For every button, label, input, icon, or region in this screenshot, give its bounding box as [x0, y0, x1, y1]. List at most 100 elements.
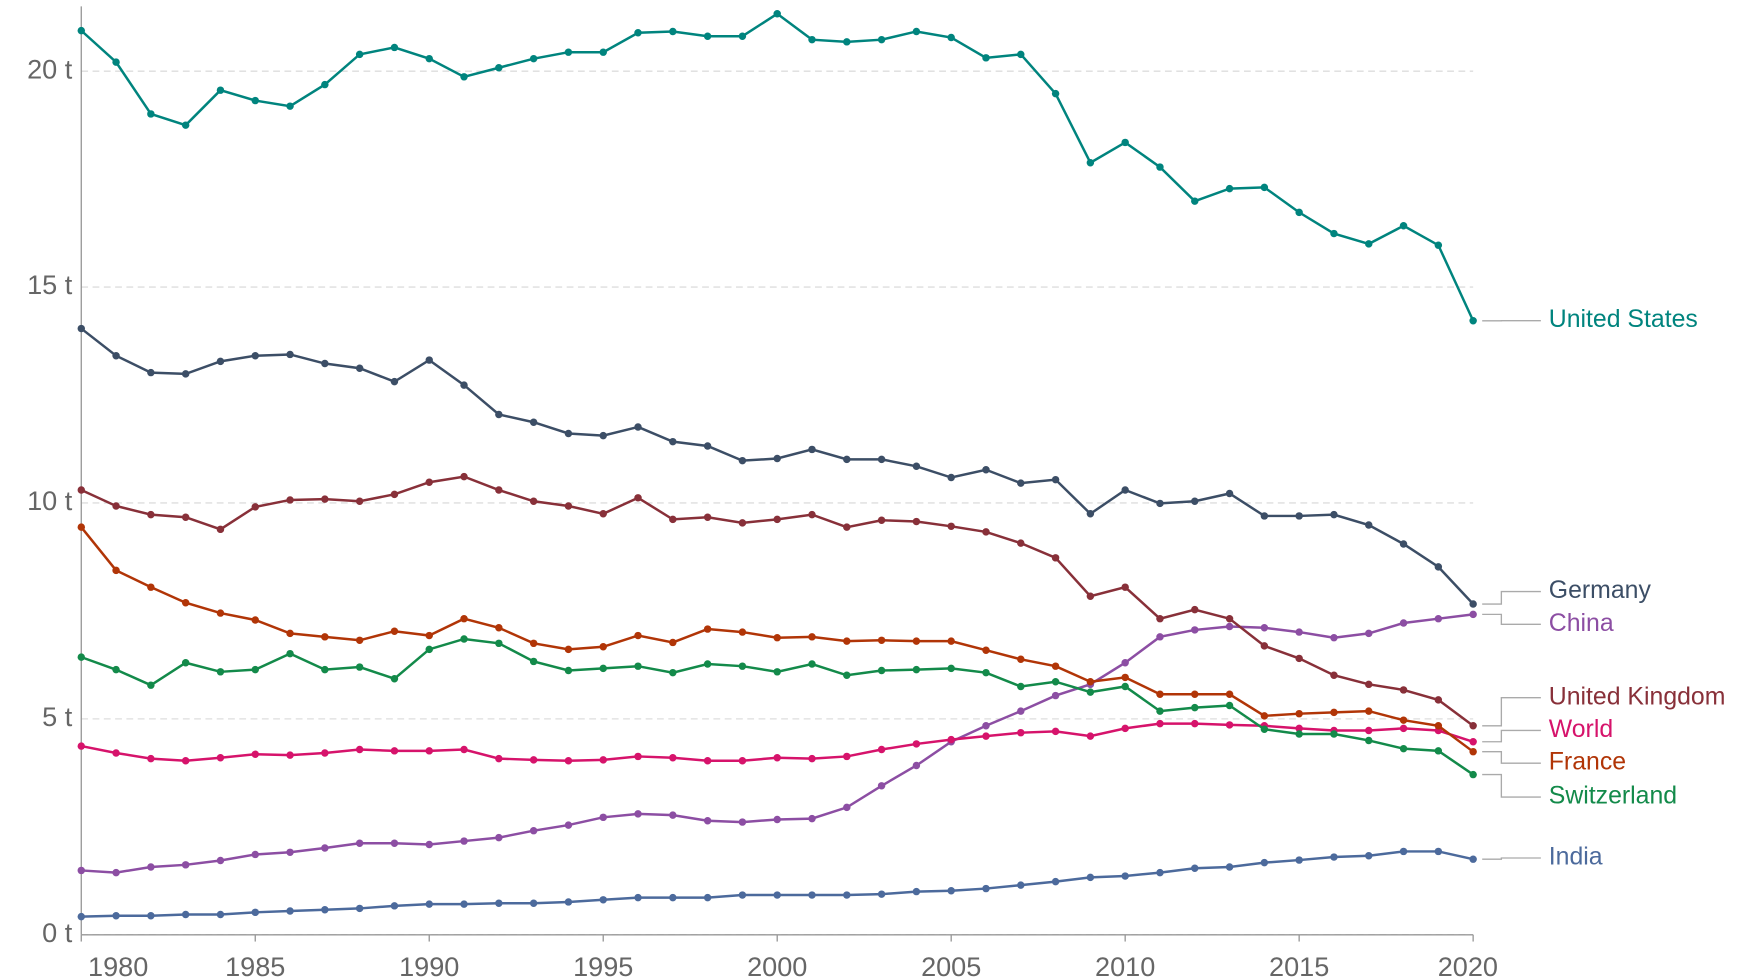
data-point [355, 497, 364, 505]
data-point [1086, 688, 1095, 696]
data-point [1469, 600, 1477, 608]
data-point [77, 653, 86, 661]
data-point [564, 898, 573, 906]
data-point [1051, 691, 1060, 700]
data-point [112, 502, 120, 510]
data-point [843, 523, 851, 531]
data-point [147, 110, 155, 118]
data-point [1225, 614, 1234, 623]
data-point [599, 896, 607, 904]
data-point [495, 486, 503, 494]
data-point [1191, 719, 1199, 728]
data-point [912, 740, 921, 748]
data-point [460, 614, 468, 623]
data-point [634, 494, 642, 502]
data-point [1225, 690, 1234, 698]
data-point [147, 583, 155, 591]
data-point [1260, 642, 1269, 650]
series-label: United Kingdom [1549, 683, 1726, 710]
data-point [181, 598, 190, 607]
data-point [808, 891, 816, 899]
data-point [321, 80, 329, 89]
data-point [1225, 721, 1234, 729]
data-point [216, 357, 225, 366]
data-point [669, 638, 677, 647]
y-tick-label: 0 t [42, 917, 73, 948]
data-point [843, 637, 851, 645]
data-point [738, 662, 747, 670]
data-point [669, 437, 677, 446]
data-point [77, 523, 86, 531]
data-point [982, 732, 990, 740]
data-point [1017, 479, 1025, 487]
data-point [1365, 521, 1373, 529]
data-point [460, 837, 468, 845]
data-point [495, 410, 503, 419]
leader-line [1482, 590, 1541, 605]
data-point [1191, 864, 1199, 872]
data-point [1156, 707, 1164, 715]
data-point [843, 38, 851, 46]
data-point [912, 27, 921, 36]
data-point [355, 663, 364, 671]
data-point [1330, 671, 1338, 679]
data-point [286, 102, 294, 110]
leader-line [1482, 729, 1541, 743]
data-point [1399, 716, 1408, 724]
data-point [1121, 872, 1129, 880]
y-tick-label: 15 t [27, 269, 73, 300]
data-point [1156, 499, 1164, 508]
data-point [947, 735, 955, 744]
data-point [947, 637, 955, 645]
data-point [216, 668, 225, 676]
data-point [355, 364, 364, 372]
data-point [251, 352, 259, 360]
data-point [425, 900, 433, 908]
data-point [286, 350, 294, 359]
data-point [703, 817, 712, 825]
data-point [634, 893, 642, 902]
data-point [286, 907, 294, 915]
data-point [216, 856, 225, 865]
data-point [843, 891, 851, 899]
data-point [460, 472, 468, 481]
data-point [390, 490, 399, 499]
data-point [1191, 703, 1199, 712]
series-label: India [1549, 844, 1603, 871]
series-line [80, 327, 1475, 605]
data-point [1017, 655, 1025, 664]
data-point [181, 121, 190, 129]
data-point [1399, 619, 1408, 627]
series-label: Switzerland [1549, 783, 1677, 810]
data-point [599, 510, 607, 518]
data-point [1399, 724, 1408, 733]
data-point [1399, 540, 1408, 548]
data-point [982, 722, 990, 730]
series-label: United States [1549, 306, 1698, 333]
data-point [112, 352, 120, 360]
data-point [321, 359, 329, 368]
leader-line [1482, 751, 1541, 764]
data-point [1191, 690, 1199, 698]
data-point [634, 752, 642, 761]
data-point [669, 668, 677, 677]
data-point [77, 912, 86, 921]
data-point [1017, 682, 1025, 691]
data-point [1017, 50, 1025, 59]
data-point [321, 495, 329, 503]
data-point [808, 633, 816, 641]
data-point [1086, 732, 1095, 740]
data-point [564, 48, 573, 56]
data-point [1399, 222, 1408, 230]
data-point [321, 905, 329, 914]
data-point [877, 890, 886, 898]
data-point [1365, 240, 1373, 248]
leader-line [1482, 857, 1541, 860]
data-point [877, 745, 886, 754]
data-point [1156, 719, 1164, 728]
data-point [355, 745, 364, 754]
data-point [1434, 847, 1443, 856]
data-point [286, 751, 294, 759]
data-point [912, 517, 921, 526]
y-tick-label: 10 t [27, 485, 73, 516]
